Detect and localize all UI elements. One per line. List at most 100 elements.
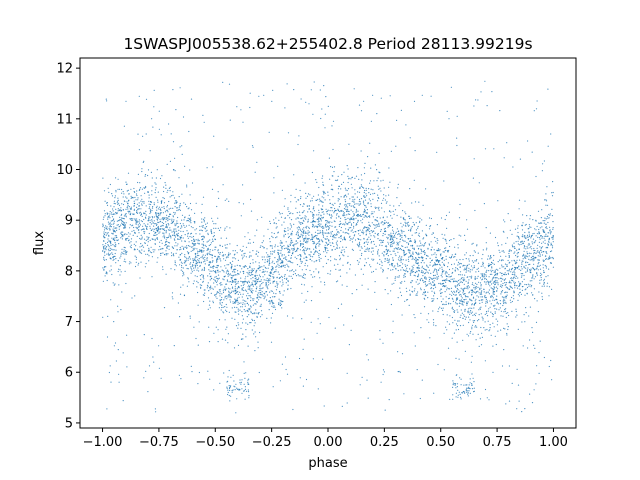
data-point bbox=[172, 207, 174, 209]
data-point bbox=[482, 261, 484, 263]
data-point bbox=[397, 233, 399, 236]
data-point bbox=[500, 260, 503, 262]
data-point bbox=[318, 214, 320, 216]
data-point bbox=[237, 270, 239, 272]
data-point bbox=[321, 209, 323, 211]
data-point bbox=[550, 242, 552, 244]
data-point bbox=[301, 234, 303, 236]
data-point bbox=[297, 217, 300, 219]
data-point bbox=[290, 232, 292, 234]
data-point bbox=[270, 322, 272, 324]
data-point bbox=[287, 233, 289, 235]
data-point bbox=[533, 247, 535, 250]
data-point bbox=[507, 259, 509, 262]
data-point bbox=[109, 217, 111, 219]
data-point bbox=[413, 258, 415, 261]
data-point bbox=[294, 250, 296, 253]
data-point bbox=[435, 269, 437, 271]
data-point bbox=[241, 287, 243, 290]
data-point bbox=[477, 262, 480, 264]
data-point bbox=[459, 266, 461, 268]
data-point bbox=[440, 283, 442, 285]
data-point bbox=[247, 323, 249, 325]
data-point bbox=[377, 177, 379, 179]
data-point bbox=[453, 263, 455, 265]
data-point bbox=[231, 307, 233, 309]
data-point bbox=[173, 233, 175, 235]
data-point bbox=[133, 243, 135, 245]
data-point bbox=[354, 203, 356, 205]
data-point bbox=[102, 223, 104, 225]
data-point bbox=[394, 253, 396, 255]
data-point bbox=[469, 307, 471, 309]
data-point bbox=[504, 308, 506, 311]
data-point bbox=[490, 303, 492, 305]
data-point bbox=[390, 269, 392, 271]
data-point bbox=[400, 269, 402, 271]
data-point bbox=[250, 297, 252, 299]
data-point bbox=[390, 234, 392, 236]
data-point bbox=[117, 203, 119, 205]
data-point bbox=[411, 258, 413, 260]
data-point bbox=[364, 245, 366, 247]
data-point bbox=[412, 271, 415, 273]
data-point bbox=[282, 300, 284, 303]
data-point bbox=[453, 280, 455, 282]
data-point bbox=[387, 255, 389, 257]
data-point bbox=[393, 213, 395, 215]
data-point bbox=[485, 300, 487, 302]
data-point bbox=[174, 236, 177, 238]
data-point bbox=[253, 298, 255, 300]
data-point bbox=[492, 277, 494, 279]
data-point bbox=[150, 246, 152, 248]
data-point bbox=[430, 249, 432, 251]
data-point bbox=[467, 311, 469, 313]
data-point bbox=[364, 250, 366, 252]
data-point bbox=[417, 227, 419, 229]
data-point bbox=[125, 181, 127, 183]
data-point bbox=[213, 227, 215, 229]
data-point bbox=[448, 249, 450, 252]
data-point bbox=[275, 293, 277, 295]
data-point bbox=[185, 225, 188, 227]
data-point bbox=[237, 310, 239, 312]
data-point bbox=[123, 253, 125, 255]
data-point bbox=[194, 212, 196, 214]
data-point bbox=[247, 345, 249, 347]
data-point bbox=[153, 234, 156, 236]
data-point bbox=[373, 211, 375, 213]
data-point bbox=[230, 291, 232, 294]
data-point bbox=[194, 247, 196, 249]
data-point bbox=[107, 244, 109, 246]
data-point bbox=[432, 265, 434, 267]
data-point bbox=[141, 249, 143, 251]
data-point bbox=[265, 285, 267, 287]
data-point bbox=[239, 249, 241, 251]
data-point bbox=[420, 327, 422, 329]
data-point bbox=[521, 275, 523, 277]
data-point bbox=[464, 268, 466, 271]
data-point bbox=[500, 284, 502, 286]
data-point bbox=[390, 236, 392, 238]
data-point bbox=[125, 250, 127, 252]
data-point bbox=[178, 177, 180, 179]
data-point bbox=[462, 324, 464, 326]
data-point bbox=[491, 279, 493, 281]
data-point bbox=[316, 181, 318, 183]
data-point bbox=[492, 269, 494, 272]
data-point bbox=[114, 242, 116, 244]
data-point bbox=[189, 245, 191, 247]
data-point bbox=[239, 271, 241, 273]
data-point bbox=[474, 302, 476, 304]
data-point bbox=[198, 240, 200, 242]
data-point bbox=[439, 282, 441, 284]
data-point bbox=[523, 278, 525, 280]
data-point bbox=[227, 342, 229, 344]
data-point bbox=[476, 277, 478, 279]
data-point bbox=[435, 260, 437, 262]
data-point bbox=[551, 192, 553, 194]
data-point bbox=[338, 192, 340, 194]
data-point bbox=[316, 226, 318, 229]
data-point bbox=[409, 229, 411, 231]
data-point bbox=[401, 237, 403, 239]
